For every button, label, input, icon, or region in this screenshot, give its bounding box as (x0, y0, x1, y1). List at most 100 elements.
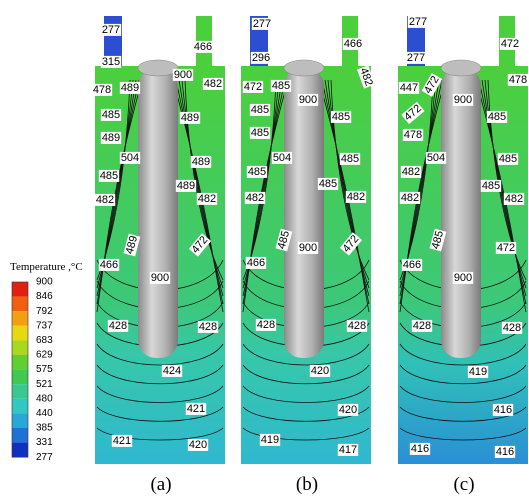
contour-label: 485 (488, 111, 506, 123)
contour-label: 315 (102, 56, 120, 68)
color-swatch (12, 340, 28, 355)
legend-tick-label: 683 (36, 335, 53, 346)
cylinder-top (441, 60, 481, 76)
contour-label: 428 (199, 321, 217, 333)
contour-label: 482 (347, 191, 365, 203)
cylinder-top (138, 60, 178, 76)
contour-label: 472 (244, 81, 262, 93)
panels: 2774663154784899004824854894895044894854… (92, 16, 528, 495)
panel-caption: (a) (150, 474, 171, 495)
legend-tick-label: 792 (36, 306, 53, 317)
color-swatch (12, 355, 28, 370)
contour-label: 277 (407, 52, 425, 64)
contour-label: 296 (252, 52, 270, 64)
contour-label: 466 (194, 41, 212, 53)
color-swatch (12, 311, 28, 326)
color-swatch (12, 384, 28, 399)
legend-tick-label: 846 (36, 291, 53, 302)
color-swatch (12, 282, 28, 297)
contour-label: 485 (499, 153, 517, 165)
contour-label: 900 (454, 94, 472, 106)
contour-label: 428 (413, 320, 431, 332)
cylinder (284, 68, 324, 358)
contour-label: 466 (247, 257, 265, 269)
legend-tick-label: 629 (36, 350, 53, 361)
contour-label: 472 (497, 242, 515, 254)
contour-label: 489 (121, 82, 139, 94)
color-swatch (12, 297, 28, 312)
color-swatch (12, 370, 28, 385)
cylinder-top (284, 60, 324, 76)
panel-caption: (b) (296, 474, 318, 495)
contour-label: 489 (102, 132, 120, 144)
legend-tick-label: 521 (36, 379, 53, 390)
legend-tick-label: 480 (36, 393, 53, 404)
contour-label: 277 (253, 18, 271, 30)
legend: Temperature ,°C 900846792737683629575521… (10, 261, 83, 463)
contour-label: 277 (102, 24, 120, 36)
legend-tick-label: 440 (36, 408, 53, 419)
contour-label: 416 (496, 446, 514, 458)
color-swatch (12, 399, 28, 414)
contour-label: 482 (204, 78, 222, 90)
contour-label: 485 (248, 166, 266, 178)
contour-label: 428 (503, 322, 521, 334)
contour-label: 478 (93, 84, 111, 96)
contour-label: 482 (402, 166, 420, 178)
contour-label: 900 (151, 272, 169, 284)
panel: 2774663154784899004824854894895044894854… (92, 16, 225, 495)
contour-label: 485 (319, 178, 337, 190)
contour-label: 428 (257, 319, 275, 331)
color-swatch (12, 428, 28, 443)
contour-label: 504 (427, 152, 445, 164)
cylinder (441, 68, 481, 358)
contour-label: 485 (482, 180, 500, 192)
contour-label: 466 (403, 259, 421, 271)
contour-label: 419 (261, 434, 279, 446)
contour-label: 428 (109, 320, 127, 332)
panel-caption: (c) (453, 474, 474, 495)
contour-label: 466 (100, 259, 118, 271)
contour-label: 417 (339, 444, 357, 456)
contour-label: 421 (187, 403, 205, 415)
contour-label: 482 (96, 194, 114, 206)
contour-label: 277 (409, 16, 427, 28)
contour-label: 416 (494, 404, 512, 416)
contour-label: 489 (177, 180, 195, 192)
contour-label: 504 (121, 152, 139, 164)
contour-label: 420 (311, 365, 329, 377)
contour-label: 478 (509, 74, 527, 86)
color-swatch (12, 443, 28, 458)
contour-label: 485 (341, 153, 359, 165)
contour-label: 504 (273, 152, 291, 164)
legend-tick-label: 331 (36, 437, 53, 448)
legend-tick-label: 900 (36, 277, 53, 288)
contour-label: 416 (411, 443, 429, 455)
contour-label: 485 (251, 104, 269, 116)
legend-title: Temperature ,°C (10, 261, 83, 273)
contour-label: 485 (102, 109, 120, 121)
contour-label: 485 (251, 127, 269, 139)
contour-label: 421 (113, 435, 131, 447)
contour-label: 482 (246, 192, 264, 204)
contour-label: 489 (192, 156, 210, 168)
contour-label: 900 (454, 272, 472, 284)
contour-label: 482 (198, 193, 216, 205)
contour-label: 485 (272, 80, 290, 92)
contour-label: 478 (404, 129, 422, 141)
contour-label: 447 (400, 82, 418, 94)
color-swatch (12, 326, 28, 341)
contour-label: 482 (505, 193, 523, 205)
color-swatch (12, 413, 28, 428)
contour-label: 489 (181, 112, 199, 124)
contour-label: 420 (189, 439, 207, 451)
contour-label: 428 (348, 320, 366, 332)
cylinder (138, 68, 178, 358)
contour-label: 472 (501, 38, 519, 50)
contour-label: 485 (100, 170, 118, 182)
legend-tick-label: 277 (36, 452, 53, 463)
contour-label: 424 (163, 365, 181, 377)
contour-label: 485 (332, 111, 350, 123)
contour-label: 900 (299, 94, 317, 106)
